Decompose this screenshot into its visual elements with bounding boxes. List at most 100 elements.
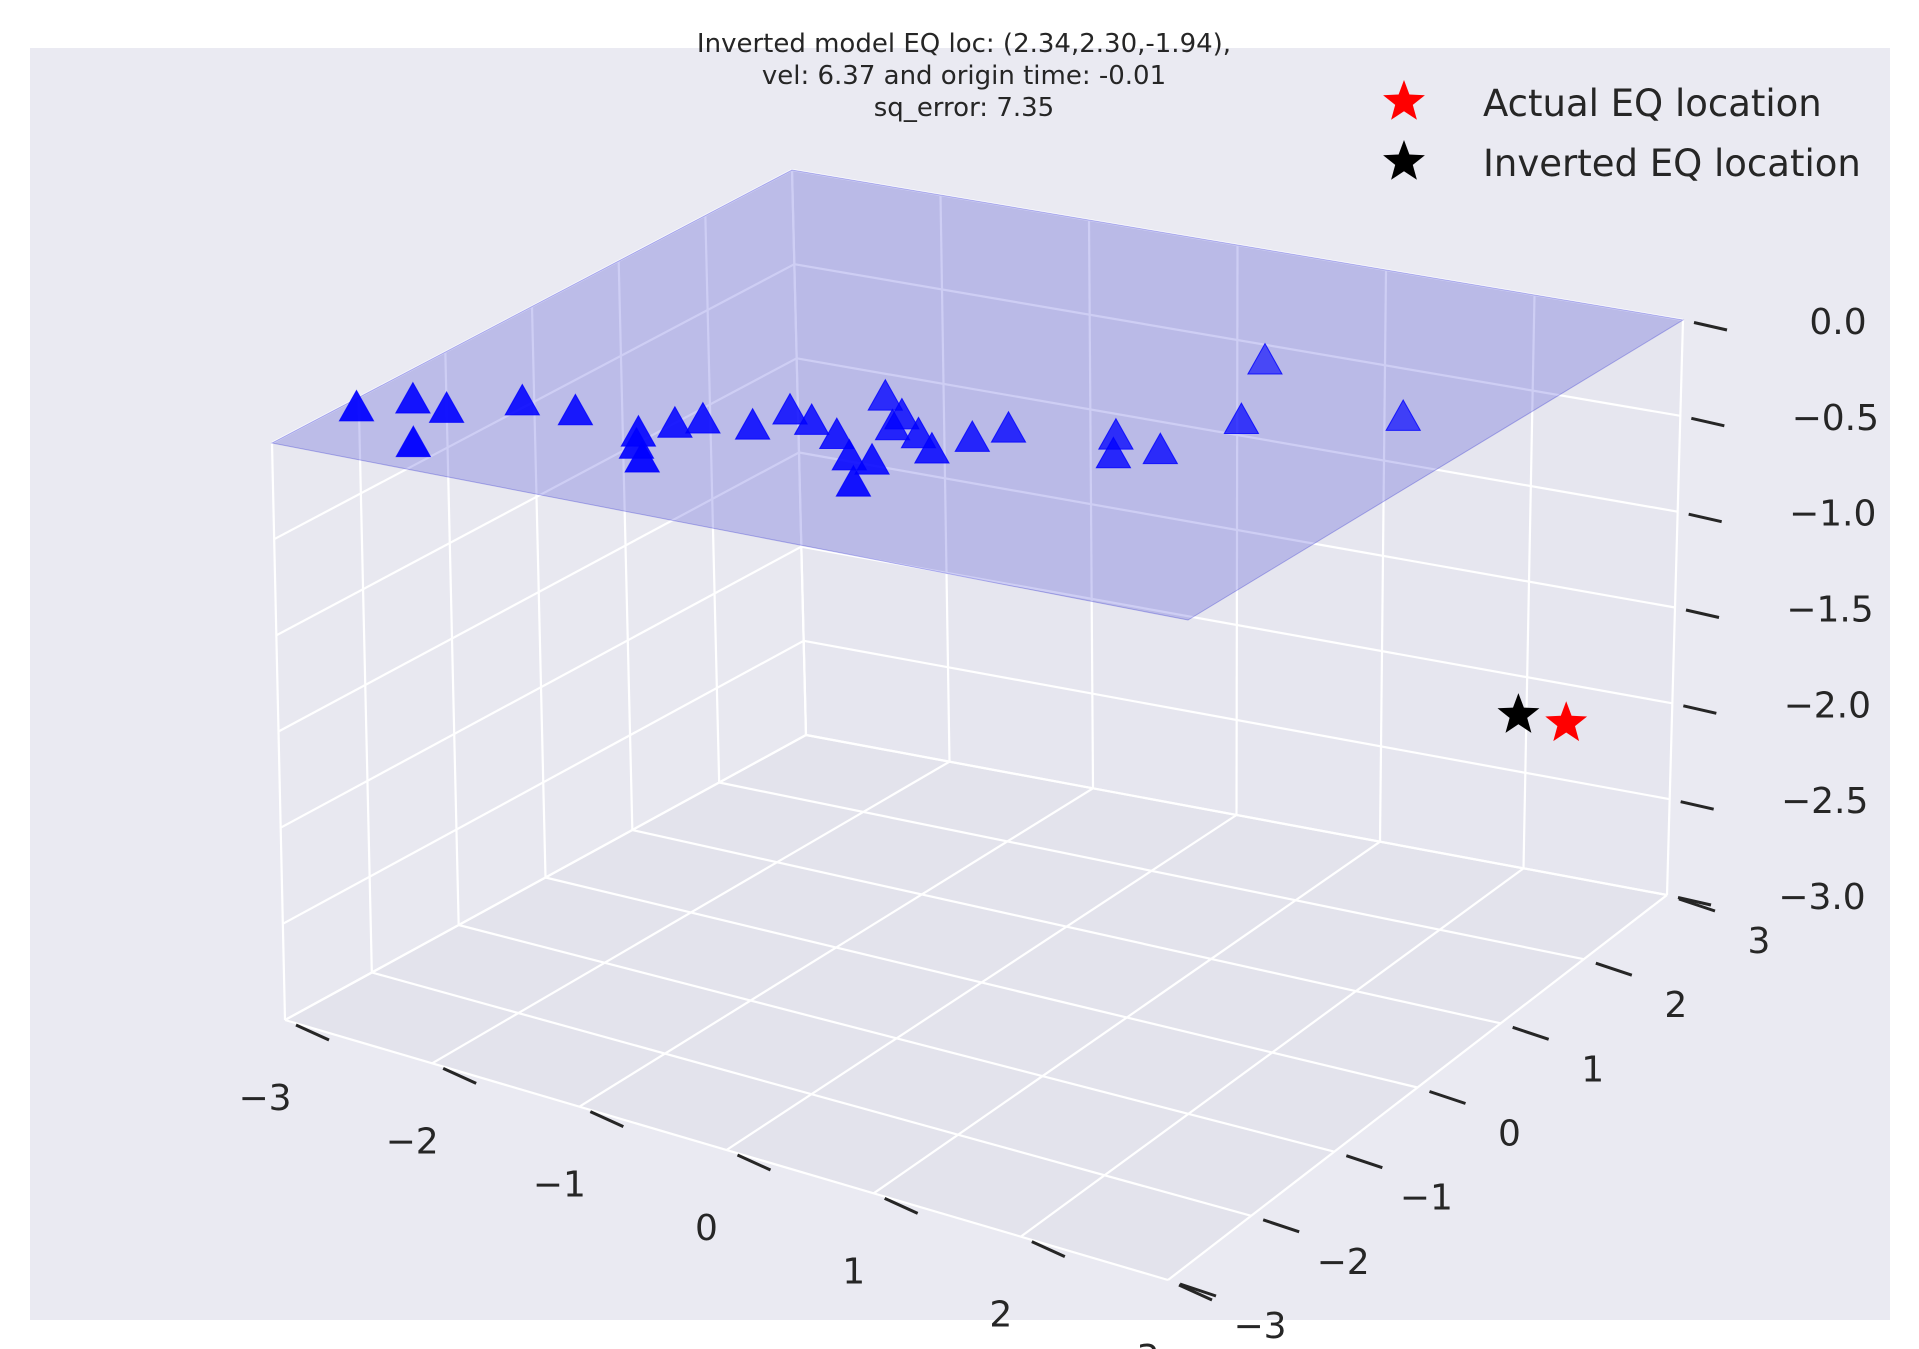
inverted-eq-marker <box>1497 693 1540 733</box>
gridline <box>284 734 807 1021</box>
y-tick-label: −2 <box>1317 1242 1370 1283</box>
station-marker <box>1142 432 1179 465</box>
station-marker <box>395 425 432 458</box>
z-tick-label: −3.0 <box>1778 877 1865 918</box>
title-line: Inverted model EQ loc: (2.34,2.30,-1.94)… <box>697 29 1231 59</box>
title-line: vel: 6.37 and origin time: -0.01 <box>762 61 1166 91</box>
x-tick-label: 2 <box>989 1295 1012 1336</box>
x-tick-label: −2 <box>386 1121 439 1162</box>
tick-mark <box>1680 800 1714 811</box>
z-tick-label: −1.5 <box>1786 590 1873 631</box>
station-marker <box>734 407 771 440</box>
gridline <box>273 263 795 541</box>
station-marker <box>557 393 594 426</box>
gridline <box>796 357 1678 513</box>
station-marker <box>831 438 868 471</box>
gridline <box>275 357 798 637</box>
floor-pane <box>285 735 1667 1280</box>
tick-mark <box>1688 512 1722 524</box>
station-marker <box>504 383 541 416</box>
tick-mark <box>1345 1154 1383 1170</box>
tick-mark <box>1031 1240 1066 1259</box>
data-markers <box>338 342 1588 742</box>
station-marker <box>624 440 661 473</box>
station-marker <box>338 389 375 422</box>
x-tick-label: −1 <box>533 1165 586 1206</box>
y-tick-label: −1 <box>1400 1178 1453 1219</box>
station-marker <box>867 378 904 411</box>
legend: Actual EQ location Inverted EQ location <box>1383 80 1861 185</box>
station-marker <box>772 392 808 425</box>
legend-label: Actual EQ location <box>1483 82 1822 125</box>
gridline <box>284 1018 1169 1282</box>
tick-mark <box>1683 704 1717 715</box>
tick-mark <box>1178 1283 1213 1302</box>
gridline <box>632 828 1501 1025</box>
tick-labels: −3 −2 −1 0 1 2 3 −3 −2 −1 0 1 2 3 0.0 −0.5 −1.0 −1.5 −2.0 −… <box>238 302 1879 1349</box>
chart-title: Inverted model EQ loc: (2.34,2.30,-1.94)… <box>697 29 1231 123</box>
station-marker <box>990 410 1027 443</box>
legend-label: Inverted EQ location <box>1483 142 1861 185</box>
tick-mark <box>1685 608 1720 619</box>
gridline <box>545 876 1418 1089</box>
tick-mark <box>1678 897 1716 913</box>
x-tick-label: −3 <box>238 1078 291 1119</box>
station-marker <box>684 401 721 434</box>
tick-mark <box>1677 896 1712 907</box>
tick-mark <box>295 1023 330 1042</box>
z-tick-label: 0.0 <box>1809 302 1866 343</box>
station-marker <box>656 405 693 438</box>
legend-marker <box>1383 80 1425 120</box>
gridline <box>371 971 1252 1217</box>
station-marker <box>793 402 830 435</box>
y-tick-label: 0 <box>1498 1114 1521 1155</box>
gridline <box>801 545 1673 705</box>
gridline <box>798 451 1676 609</box>
gridlines <box>270 168 1685 1282</box>
gridline <box>282 639 805 925</box>
z-tick-label: −1.0 <box>1789 494 1876 535</box>
station-marker <box>1385 398 1422 431</box>
tick-mark <box>1693 321 1728 332</box>
actual-eq-marker <box>1545 701 1588 742</box>
x-tick-label: 0 <box>695 1208 718 1249</box>
station-marker <box>1095 436 1132 469</box>
station-marker <box>913 431 950 464</box>
tick-mark <box>736 1153 772 1172</box>
gridline <box>280 545 802 829</box>
station-marker <box>900 416 937 449</box>
gridline <box>791 168 1684 322</box>
station-marker <box>1247 342 1283 375</box>
y-tick-label: 1 <box>1581 1049 1604 1090</box>
gridline <box>718 781 1585 961</box>
station-marker <box>1223 402 1260 434</box>
z-tick-label: −0.5 <box>1792 398 1879 439</box>
tick-mark <box>1262 1218 1300 1234</box>
tick-mark <box>1691 416 1725 428</box>
station-marker <box>854 442 890 475</box>
tick-mark <box>1179 1282 1217 1298</box>
station-marker <box>835 464 872 497</box>
station-marker <box>394 381 431 414</box>
x-tick-label: 1 <box>842 1251 865 1292</box>
gridline <box>277 451 800 733</box>
title-line: sq_error: 7.35 <box>874 93 1054 123</box>
station-marker <box>428 390 465 423</box>
z-tick-label: −2.5 <box>1781 781 1868 822</box>
x-tick-label: 3 <box>1137 1338 1160 1349</box>
station-marker <box>818 417 855 449</box>
tick-mark <box>589 1110 624 1129</box>
y-tick-label: 3 <box>1748 921 1771 962</box>
station-marker <box>954 419 991 452</box>
tick-mark <box>1429 1090 1466 1105</box>
gridline <box>458 923 1335 1153</box>
gridline <box>803 639 1670 801</box>
surface-plane <box>270 169 1685 621</box>
tick-mark <box>1512 1025 1550 1041</box>
gridline <box>805 733 1668 897</box>
y-tick-label: −3 <box>1233 1306 1286 1347</box>
tick-mark <box>884 1196 919 1215</box>
tick-mark <box>442 1066 477 1085</box>
station-marker <box>874 408 911 441</box>
